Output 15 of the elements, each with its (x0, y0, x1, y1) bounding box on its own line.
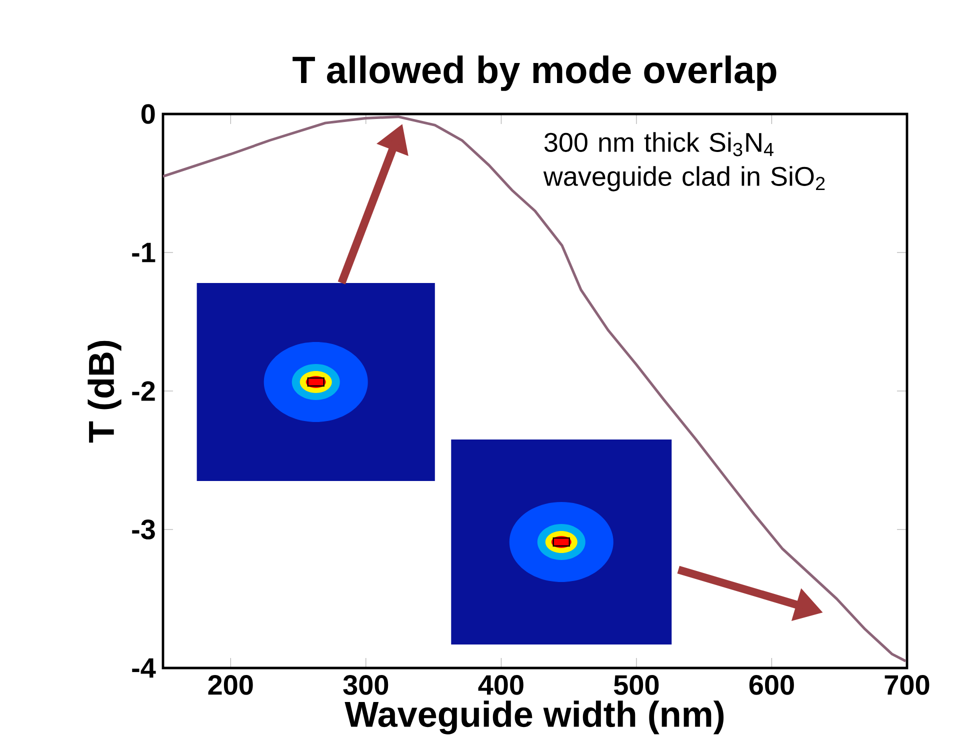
y-axis-title: T (dB) (88, 340, 122, 443)
x-tick-label: 200 (208, 675, 253, 695)
annotation: 300 nm thick Si$_{3}$N$_{4}$ waveguide clad in SiO$_{2}$ (543, 132, 825, 192)
y-tick-label: 0 (141, 104, 155, 124)
chart-title: T allowed by mode overlap (292, 56, 776, 91)
y-tick-label: -1 (132, 242, 156, 262)
y-tick-label: -4 (132, 658, 156, 678)
x-tick-label: 400 (478, 675, 524, 695)
x-tick-label: 300 (343, 675, 388, 695)
y-tick-label: -3 (132, 520, 155, 540)
x-tick-label: 600 (749, 675, 794, 695)
x-axis-title: Waveguide width (nm) (344, 700, 724, 734)
x-tick-label: 500 (614, 675, 659, 695)
y-tick-label: -2 (132, 381, 155, 401)
x-tick-label: 700 (884, 675, 930, 695)
